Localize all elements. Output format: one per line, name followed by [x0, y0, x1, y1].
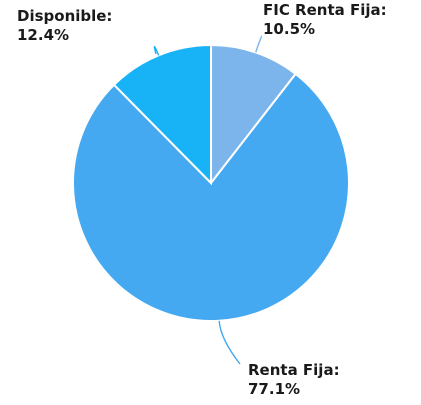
leader-line-disponible [153, 45, 160, 56]
pie-slices [72, 43, 350, 322]
label-disponible: Disponible: 12.4% [17, 7, 118, 44]
label-renta-fija: Renta Fija: 77.1% [248, 361, 345, 398]
leader-line-renta-fija [218, 320, 241, 365]
leader-lines [153, 35, 263, 365]
label-fic-renta-fija-name: FIC Renta Fija: [263, 1, 387, 19]
label-disponible-name: Disponible: [17, 7, 112, 25]
label-renta-fija-name: Renta Fija: [248, 361, 340, 379]
slice-disponible [112, 43, 212, 186]
label-fic-renta-fija-value: 10.5% [263, 20, 315, 38]
slice-renta-fija [72, 72, 350, 322]
label-fic-renta-fija: FIC Renta Fija: 10.5% [263, 1, 392, 38]
slice-fic-renta-fija [210, 43, 297, 186]
label-disponible-value: 12.4% [17, 26, 69, 44]
leader-line-fic-renta-fija [255, 35, 263, 53]
label-renta-fija-value: 77.1% [248, 380, 300, 398]
